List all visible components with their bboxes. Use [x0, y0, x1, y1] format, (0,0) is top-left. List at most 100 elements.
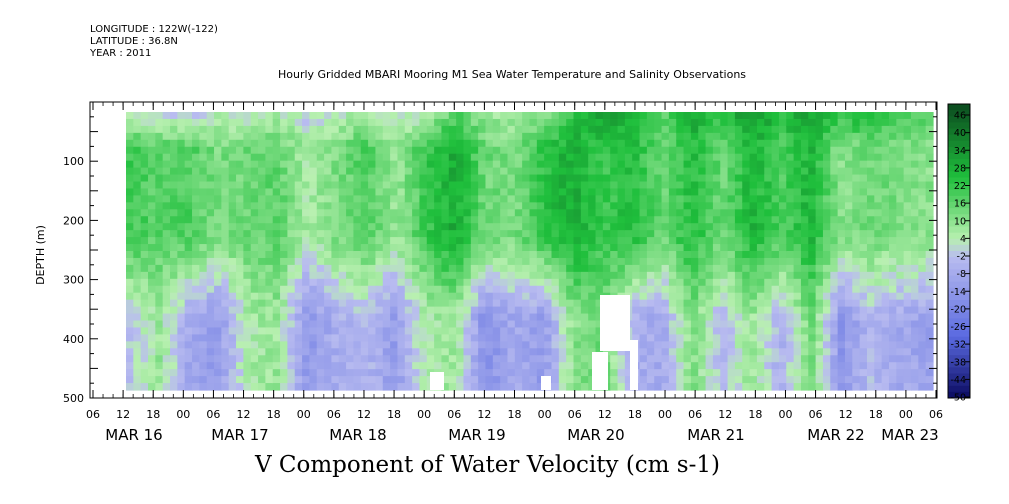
heatmap-cell: [419, 383, 428, 391]
y-tick-label: 400: [63, 333, 84, 346]
heatmap-cell: [844, 167, 853, 176]
heatmap-cell: [734, 271, 743, 280]
heatmap-cell: [522, 271, 531, 280]
heatmap-cell: [705, 223, 714, 231]
heatmap-cell: [844, 334, 853, 342]
heatmap-cell: [456, 306, 465, 315]
heatmap-cell: [441, 327, 450, 335]
heatmap-cell: [910, 285, 919, 294]
heatmap-cell: [910, 251, 919, 259]
heatmap-cell: [822, 383, 831, 391]
heatmap-cell: [500, 376, 509, 384]
heatmap-cell: [514, 230, 523, 238]
heatmap-cell: [639, 278, 648, 287]
heatmap-cell: [236, 118, 244, 127]
heatmap-cell: [580, 237, 589, 245]
heatmap-cell: [133, 313, 142, 322]
heatmap-cell: [221, 167, 230, 176]
missing-data-region: [430, 372, 444, 390]
heatmap-cell: [360, 237, 369, 245]
heatmap-cell: [683, 223, 692, 231]
heatmap-cell: [690, 230, 699, 238]
heatmap-cell: [126, 348, 134, 356]
heatmap-cell: [888, 264, 897, 273]
heatmap-cell: [925, 125, 934, 134]
heatmap-cell: [844, 299, 853, 308]
heatmap-cell: [500, 320, 509, 329]
heatmap-cell: [228, 230, 237, 238]
heatmap-cell: [595, 153, 604, 162]
heatmap-cell: [536, 251, 545, 259]
heatmap-cell: [712, 237, 721, 245]
heatmap-cell: [654, 313, 663, 322]
heatmap-cell: [404, 257, 413, 266]
heatmap-cell: [360, 216, 369, 224]
heatmap-cell: [778, 160, 787, 169]
heatmap-cell: [177, 306, 186, 315]
heatmap-cell: [309, 153, 318, 162]
heatmap-cell: [228, 237, 237, 245]
heatmap-cell: [250, 112, 259, 120]
heatmap-cell: [896, 195, 905, 203]
heatmap-cell: [500, 202, 509, 210]
heatmap-cell: [690, 313, 699, 322]
heatmap-cell: [727, 160, 736, 169]
heatmap-cell: [148, 237, 156, 245]
heatmap-cell: [140, 341, 149, 349]
heatmap-cell: [456, 251, 465, 259]
heatmap-cell: [558, 292, 567, 301]
heatmap-cell: [822, 292, 831, 301]
heatmap-cell: [756, 285, 765, 294]
heatmap-cell: [558, 139, 567, 148]
heatmap-cell: [294, 223, 303, 231]
heatmap-cell: [324, 278, 333, 287]
heatmap-cell: [668, 383, 677, 391]
heatmap-cell: [573, 278, 582, 287]
heatmap-cell: [375, 146, 384, 155]
heatmap-cell: [250, 244, 259, 252]
heatmap-cell: [434, 153, 443, 162]
heatmap-cell: [221, 223, 230, 231]
heatmap-cell: [448, 362, 457, 370]
heatmap-cell: [177, 257, 186, 266]
heatmap-cell: [302, 278, 311, 287]
heatmap-cell: [756, 376, 765, 384]
heatmap-cell: [390, 327, 399, 335]
heatmap-cell: [331, 167, 340, 176]
heatmap-cell: [434, 278, 443, 287]
heatmap-cell: [140, 223, 149, 231]
heatmap-cell: [661, 146, 670, 155]
heatmap-cell: [265, 167, 274, 176]
heatmap-cell: [206, 146, 215, 155]
heatmap-cell: [470, 112, 479, 120]
heatmap-cell: [712, 195, 721, 203]
heatmap-cell: [177, 244, 186, 252]
heatmap-cell: [404, 376, 413, 384]
heatmap-cell: [580, 369, 589, 377]
heatmap-cell: [881, 167, 890, 176]
heatmap-cell: [544, 202, 553, 210]
heatmap-cell: [698, 376, 707, 384]
heatmap-cell: [734, 160, 743, 169]
heatmap-cell: [639, 195, 648, 203]
heatmap-cell: [324, 167, 333, 176]
heatmap-cell: [874, 195, 883, 203]
heatmap-cell: [727, 334, 736, 342]
heatmap-cell: [764, 237, 773, 245]
heatmap-cell: [184, 125, 193, 134]
heatmap-cell: [331, 216, 340, 224]
heatmap-cell: [390, 334, 399, 342]
heatmap-cell: [522, 383, 531, 391]
heatmap-cell: [925, 223, 934, 231]
colorbar-swatch: [948, 281, 970, 289]
heatmap-cell: [456, 195, 465, 203]
heatmap-cell: [346, 251, 355, 259]
heatmap-cell: [360, 257, 369, 266]
heatmap-cell: [646, 167, 655, 176]
heatmap-cell: [514, 167, 523, 176]
heatmap-cell: [265, 237, 274, 245]
heatmap-cell: [478, 237, 487, 245]
heatmap-cell: [544, 257, 553, 266]
heatmap-cell: [522, 146, 531, 155]
heatmap-cell: [148, 376, 156, 384]
